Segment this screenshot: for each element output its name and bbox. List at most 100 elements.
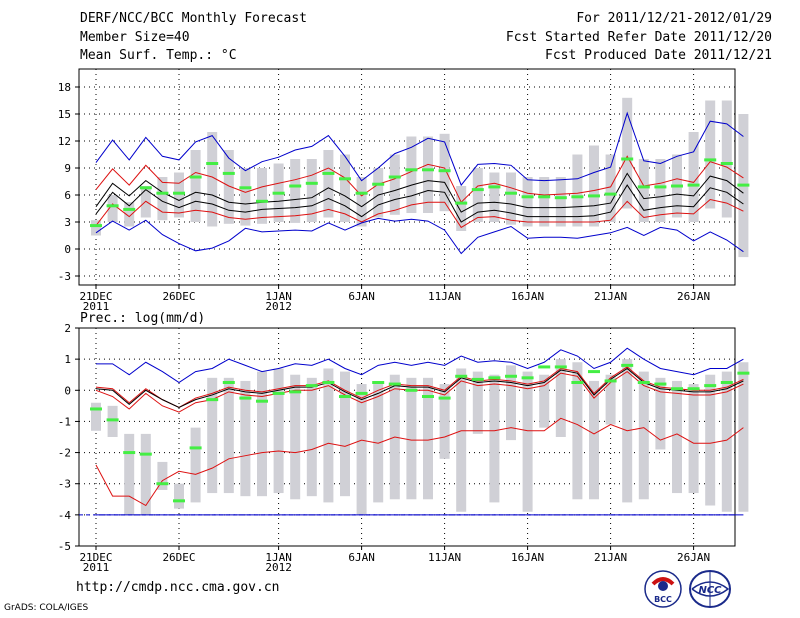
temp-mean-marker xyxy=(654,185,667,189)
temp-box xyxy=(522,177,533,227)
prec-ytick-label: -5 xyxy=(58,540,71,553)
temp-mean-marker xyxy=(455,201,468,205)
prec-mean-marker xyxy=(139,452,152,456)
temp-mean-marker xyxy=(239,186,252,190)
temp-box xyxy=(174,172,184,218)
temp-box xyxy=(207,132,218,227)
prec-mean-marker xyxy=(488,376,501,380)
prec-mean-marker xyxy=(189,446,202,450)
temp-mean-marker xyxy=(189,175,202,179)
prec-mean-marker xyxy=(687,387,700,391)
prec-xtick-label: 26JAN xyxy=(677,551,710,564)
temp-mean-marker xyxy=(272,191,285,195)
prec-xtick-label: 21JAN xyxy=(594,551,627,564)
temp-mean-marker xyxy=(90,224,102,228)
prec-mean-marker xyxy=(704,384,717,388)
prec-box xyxy=(688,384,699,494)
prec-mean-marker xyxy=(720,381,733,384)
temp-mean-marker xyxy=(405,168,418,172)
chart-title: DERF/NCC/BCC Monthly Forecast xyxy=(80,11,307,26)
temp-mean-marker xyxy=(322,171,335,175)
source-url[interactable]: http://cmdp.ncc.cma.gov.cn xyxy=(76,580,280,595)
temp-mean-marker xyxy=(488,185,501,189)
prec-ytick-label: -3 xyxy=(58,478,71,491)
prec-ytick-label: -4 xyxy=(58,509,72,522)
prec-box xyxy=(638,371,649,500)
temp-box xyxy=(157,177,168,221)
prec-box xyxy=(555,359,566,437)
prec-mean-marker xyxy=(305,384,318,388)
bcc-logo-text: BCC xyxy=(654,595,672,604)
temp-mean-marker xyxy=(621,157,634,161)
forecast-period: For 2011/12/21-2012/01/29 xyxy=(576,11,772,26)
temp-mean-marker xyxy=(604,192,617,196)
temp-box xyxy=(290,159,301,223)
prec-mean-marker xyxy=(637,381,650,384)
prec-box xyxy=(140,433,151,515)
prec-xtick-label: 1JAN xyxy=(265,551,292,564)
temp-box xyxy=(373,168,384,218)
prec-line-p90 xyxy=(95,366,744,408)
prec-mean-marker xyxy=(289,390,302,394)
temp-box xyxy=(223,150,234,224)
prec-mean-marker xyxy=(621,363,634,367)
prec-mean-marker xyxy=(256,399,268,403)
temp-box xyxy=(589,145,599,227)
temp-box xyxy=(472,168,483,222)
prec-box xyxy=(589,380,599,500)
prec-line-max xyxy=(96,347,744,384)
prec-box xyxy=(672,380,682,494)
prec-ytick-label: -2 xyxy=(58,447,71,460)
prec-line-p10 xyxy=(95,417,744,507)
temp-box xyxy=(190,150,201,222)
prec-mean-marker xyxy=(206,398,219,402)
temp-mean-marker xyxy=(222,171,235,175)
prec-box xyxy=(174,483,184,509)
temp-line-median xyxy=(95,172,744,213)
temp-box xyxy=(439,133,450,212)
prec-mean-marker xyxy=(505,374,517,378)
prec-box xyxy=(506,365,516,441)
temp-box xyxy=(638,159,649,222)
prec-xtick-label: 21DEC xyxy=(79,551,112,564)
temp-mean-marker xyxy=(305,181,318,185)
prec-mean-marker xyxy=(123,451,136,455)
prec-mean-marker xyxy=(438,396,451,400)
temp-xtick-label: 11JAN xyxy=(428,290,461,303)
prec-box xyxy=(323,368,334,503)
variable-label: Mean Surf. Temp.: °C xyxy=(80,48,237,63)
prec-mean-marker xyxy=(272,391,285,395)
prec-mean-marker xyxy=(422,395,434,399)
prec-title: Prec.: log(mm/d) xyxy=(80,311,205,326)
temp-mean-marker xyxy=(737,183,750,187)
temp-mean-marker xyxy=(505,191,517,195)
prec-box xyxy=(306,377,317,497)
prec-ytick-label: 0 xyxy=(64,384,71,397)
temp-box xyxy=(622,97,633,209)
prec-line-median xyxy=(95,367,744,408)
temp-box xyxy=(257,168,267,224)
temp-ytick-label: 3 xyxy=(64,216,71,229)
temp-box xyxy=(306,159,317,222)
temp-box xyxy=(323,150,334,218)
fcst-started-date: Fcst Started Refer Date 2011/12/20 xyxy=(505,30,772,45)
prec-box xyxy=(489,374,500,503)
temp-plot-frame xyxy=(78,68,736,286)
temp-ytick-label: 0 xyxy=(64,243,71,256)
temp-box xyxy=(107,195,118,222)
temp-mean-marker xyxy=(704,158,717,162)
temp-mean-marker xyxy=(173,191,185,195)
fcst-produced-date: Fcst Produced Date 2011/12/21 xyxy=(545,48,772,63)
temp-box xyxy=(655,159,666,222)
prec-mean-marker xyxy=(388,382,401,386)
prec-box xyxy=(240,380,251,497)
prec-box xyxy=(423,377,433,500)
temp-box xyxy=(721,100,732,218)
prec-box xyxy=(406,377,417,500)
temp-box xyxy=(555,177,566,227)
prec-box xyxy=(721,371,732,512)
prec-box xyxy=(107,405,118,437)
temp-xtick-year: 2012 xyxy=(265,300,292,313)
temp-mean-marker xyxy=(355,191,368,195)
temp-box xyxy=(456,186,467,231)
